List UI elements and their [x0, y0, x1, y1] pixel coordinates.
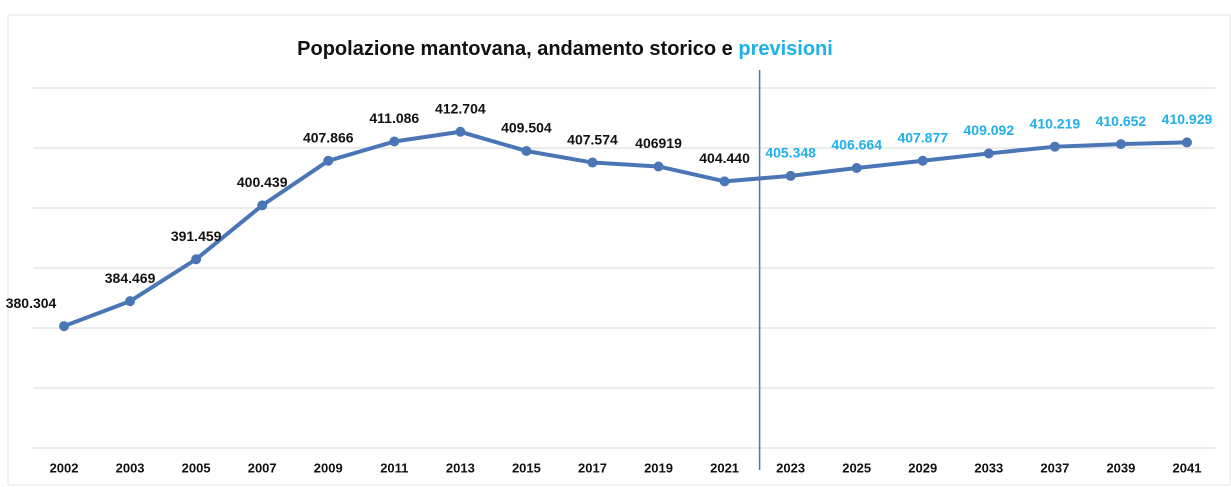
- data-label: 404.440: [699, 150, 750, 166]
- data-point: [785, 170, 796, 181]
- data-point: [587, 157, 598, 168]
- x-tick-label: 2002: [50, 460, 79, 475]
- data-label: 400.439: [237, 174, 288, 190]
- x-tick-label: 2011: [380, 460, 408, 475]
- x-tick-label: 2029: [908, 460, 937, 475]
- data-label: 407.877: [897, 129, 948, 145]
- x-tick-label: 2033: [974, 460, 1003, 475]
- x-tick-label: 2023: [776, 460, 805, 475]
- data-point: [323, 155, 334, 166]
- data-point: [455, 126, 466, 137]
- x-tick-label: 2017: [578, 460, 607, 475]
- data-point: [389, 136, 400, 147]
- chart-border: [7, 14, 1231, 486]
- data-label: 410.929: [1162, 111, 1213, 127]
- x-tick-label: 2013: [446, 460, 475, 475]
- x-tick-label: 2009: [314, 460, 343, 475]
- data-label: 409.504: [501, 120, 552, 136]
- data-label: 410.219: [1030, 115, 1081, 131]
- x-tick-label: 2019: [644, 460, 673, 475]
- data-label: 384.469: [105, 270, 156, 286]
- data-label: 410.652: [1096, 113, 1147, 129]
- x-tick-label: 2005: [182, 460, 211, 475]
- data-label: 406.664: [831, 137, 882, 153]
- data-label: 405.348: [765, 145, 816, 161]
- data-point: [191, 254, 202, 265]
- x-tick-label: 2021: [710, 460, 739, 475]
- data-point: [1115, 139, 1126, 150]
- chart-title: Popolazione mantovana, andamento storico…: [297, 38, 833, 60]
- data-line: [63, 129, 1188, 329]
- data-point: [1181, 137, 1192, 148]
- x-tick-label: 2037: [1040, 460, 1069, 475]
- data-point: [653, 161, 664, 172]
- data-point: [851, 163, 862, 174]
- x-tick-label: 2003: [116, 460, 145, 475]
- data-point: [521, 145, 532, 156]
- data-point: [1049, 141, 1060, 152]
- data-point: [917, 155, 928, 166]
- data-label: 407.866: [303, 130, 354, 146]
- title-main: Popolazione mantovana, andamento storico…: [297, 38, 733, 60]
- data-label: 407.574: [567, 131, 618, 147]
- x-tick-label: 2025: [842, 460, 871, 475]
- data-label: 380.304: [6, 295, 57, 311]
- title-highlight: previsioni: [738, 38, 832, 60]
- x-tick-label: 2015: [512, 460, 541, 475]
- data-point: [125, 296, 136, 307]
- data-label: 391.459: [171, 228, 222, 244]
- x-tick-label: 2007: [248, 460, 277, 475]
- x-tick-label: 2039: [1106, 460, 1135, 475]
- data-point: [983, 148, 994, 159]
- data-label: 406919: [635, 135, 682, 151]
- x-tick-label: 2041: [1173, 460, 1202, 475]
- data-point: [719, 176, 730, 187]
- data-label: 412.704: [435, 100, 486, 116]
- data-label: 409.092: [964, 122, 1015, 138]
- data-point: [59, 321, 70, 332]
- data-label: 411.086: [369, 110, 419, 126]
- data-point: [257, 200, 268, 211]
